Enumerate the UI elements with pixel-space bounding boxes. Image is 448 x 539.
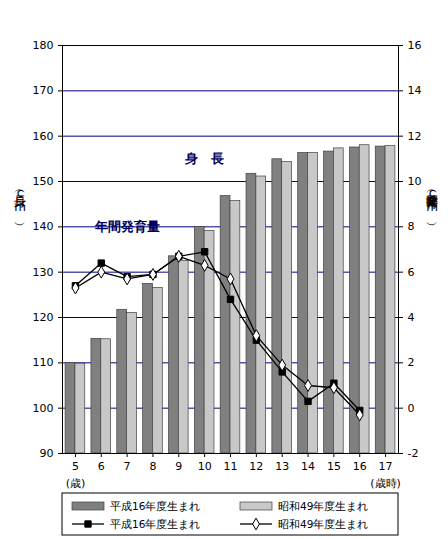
svg-text:14: 14 bbox=[408, 84, 422, 97]
svg-text:2: 2 bbox=[408, 356, 415, 369]
svg-text:13: 13 bbox=[275, 460, 289, 473]
svg-text:年間発育量: 年間発育量 bbox=[94, 219, 160, 234]
svg-text:12: 12 bbox=[249, 460, 263, 473]
svg-text:年間発育量（cm）: 年間発育量（cm） bbox=[425, 186, 439, 226]
svg-text:6: 6 bbox=[408, 266, 415, 279]
svg-text:4: 4 bbox=[408, 311, 415, 324]
svg-text:8: 8 bbox=[149, 460, 156, 473]
svg-text:110: 110 bbox=[33, 356, 54, 369]
svg-text:7: 7 bbox=[124, 460, 131, 473]
svg-text:17: 17 bbox=[379, 460, 393, 473]
svg-text:9: 9 bbox=[175, 460, 182, 473]
svg-text:身 長: 身 長 bbox=[184, 151, 224, 166]
svg-text:160: 160 bbox=[33, 130, 54, 143]
svg-text:平成16年度生まれ: 平成16年度生まれ bbox=[110, 518, 200, 530]
svg-text:16: 16 bbox=[353, 460, 367, 473]
svg-text:150: 150 bbox=[33, 175, 54, 188]
svg-text:5: 5 bbox=[72, 460, 79, 473]
svg-text:8: 8 bbox=[408, 220, 415, 233]
svg-text:(歳): (歳) bbox=[66, 477, 86, 490]
svg-text:120: 120 bbox=[33, 311, 54, 324]
svg-text:(歳時): (歳時) bbox=[370, 477, 401, 490]
svg-text:180: 180 bbox=[33, 39, 54, 52]
svg-text:10: 10 bbox=[198, 460, 212, 473]
svg-text:10: 10 bbox=[408, 175, 422, 188]
svg-text:15: 15 bbox=[327, 460, 341, 473]
svg-text:-2: -2 bbox=[408, 447, 419, 460]
svg-text:昭和49年度生まれ: 昭和49年度生まれ bbox=[278, 518, 368, 530]
svg-text:6: 6 bbox=[98, 460, 105, 473]
svg-text:170: 170 bbox=[33, 84, 54, 97]
svg-text:12: 12 bbox=[408, 130, 422, 143]
svg-text:昭和49年度生まれ: 昭和49年度生まれ bbox=[278, 500, 368, 512]
svg-text:100: 100 bbox=[33, 402, 54, 415]
svg-text:90: 90 bbox=[40, 447, 54, 460]
svg-text:16: 16 bbox=[408, 39, 422, 52]
svg-text:0: 0 bbox=[408, 402, 415, 415]
svg-text:11: 11 bbox=[224, 460, 238, 473]
svg-text:14: 14 bbox=[301, 460, 315, 473]
svg-text:130: 130 bbox=[33, 266, 54, 279]
svg-text:平成16年度生まれ: 平成16年度生まれ bbox=[110, 500, 200, 512]
svg-text:身長（cm）: 身長（cm） bbox=[13, 186, 27, 226]
svg-text:140: 140 bbox=[33, 220, 54, 233]
